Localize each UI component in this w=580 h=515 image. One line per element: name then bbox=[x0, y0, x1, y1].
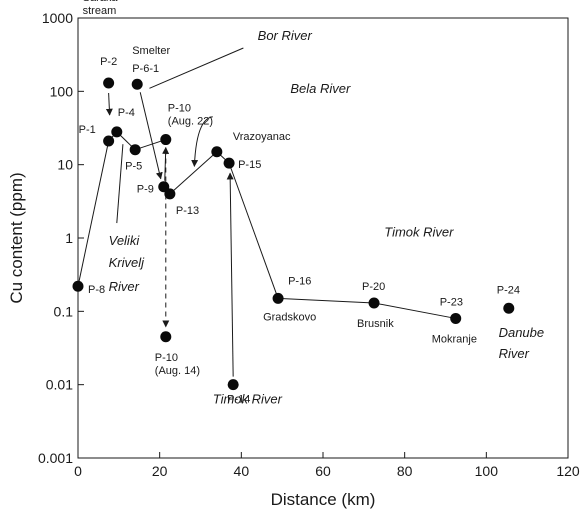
y-tick-label: 1 bbox=[65, 230, 73, 246]
point-label: Vrazoyanac bbox=[233, 131, 291, 143]
point-label: P-15 bbox=[238, 159, 261, 171]
point-label: P-16 bbox=[288, 275, 311, 287]
point-label: P-23 bbox=[440, 296, 463, 308]
point-label: Saraka bbox=[83, 0, 119, 4]
river-annotation: Veliki bbox=[109, 233, 141, 248]
river-annotation: Krivelj bbox=[109, 255, 146, 270]
y-axis-title: Cu content (ppm) bbox=[7, 172, 26, 303]
connector-line bbox=[77, 140, 110, 287]
x-tick-label: 100 bbox=[475, 463, 499, 479]
point-label: P-5 bbox=[125, 161, 142, 173]
data-points bbox=[72, 77, 515, 391]
data-point-p-2 bbox=[103, 77, 115, 89]
point-label: P-20 bbox=[362, 281, 385, 293]
river-annotation: Bela River bbox=[290, 81, 351, 96]
y-tick-label: 1000 bbox=[42, 10, 73, 26]
river-annotation: River bbox=[109, 279, 140, 294]
x-tick-label: 80 bbox=[397, 463, 413, 479]
river-annotation: Timok River bbox=[384, 224, 454, 239]
point-label: Brusnik bbox=[357, 318, 394, 330]
point-label: P-10 bbox=[168, 103, 191, 115]
bor-river-leader bbox=[149, 47, 244, 89]
bela-river-arrow bbox=[191, 116, 213, 167]
y-tick-label: 0.1 bbox=[54, 303, 74, 319]
point-label: P-24 bbox=[497, 284, 520, 296]
point-label: P-6-1 bbox=[132, 63, 159, 75]
x-tick-label: 0 bbox=[74, 463, 82, 479]
river-annotation: Danube bbox=[499, 325, 545, 340]
data-point-p-24 bbox=[503, 302, 515, 314]
y-tick-label: 0.001 bbox=[38, 450, 73, 466]
point-label: P-1 bbox=[79, 124, 96, 136]
river-annotation: Timok River bbox=[213, 392, 283, 407]
x-tick-label: 120 bbox=[556, 463, 580, 479]
saraka-arrow bbox=[105, 92, 113, 116]
veliki-krivelj-leader bbox=[116, 144, 124, 224]
x-axis-title: Distance (km) bbox=[271, 490, 376, 509]
point-label: Mokranje bbox=[432, 333, 477, 345]
connector-line bbox=[169, 151, 218, 195]
x-tick-label: 20 bbox=[152, 463, 168, 479]
connector-line bbox=[373, 302, 456, 319]
point-label: P-2 bbox=[100, 56, 117, 68]
data-point-p-4 bbox=[111, 126, 123, 138]
data-point-p-10a bbox=[160, 134, 172, 146]
point-label: (Aug. 22) bbox=[168, 116, 213, 128]
point-labels: P-8 Sarakastream P-2 P-1 P-4 P-5 Smelter P-6-1 P… bbox=[79, 0, 520, 406]
point-label: P-9 bbox=[137, 184, 154, 196]
arrows bbox=[105, 47, 244, 377]
point-label: P-10 bbox=[155, 352, 178, 364]
point-label: stream bbox=[83, 5, 117, 17]
point-label: P-13 bbox=[176, 205, 199, 217]
point-label: Gradskovo bbox=[263, 311, 316, 323]
data-point-p-5 bbox=[129, 144, 141, 156]
p9-up-arrow bbox=[162, 146, 170, 181]
data-point-p-15 bbox=[223, 157, 235, 169]
data-point-p-23 bbox=[450, 312, 462, 324]
axis-ticks: 0 20 40 60 80 100 120 0.001 0.01 0.1 1 10 100 1000 bbox=[38, 10, 580, 479]
data-point-p-9 bbox=[158, 181, 170, 193]
y-tick-label: 10 bbox=[57, 157, 73, 173]
y-tick-label: 0.01 bbox=[46, 377, 73, 393]
data-point-p-16 bbox=[272, 292, 284, 304]
data-point-p-10b bbox=[160, 331, 172, 343]
timok-arrow bbox=[226, 172, 234, 377]
annotations: Bor River Bela River Veliki Krivelj River Tim… bbox=[109, 28, 545, 407]
connector-line bbox=[228, 162, 279, 299]
point-label: (Aug. 14) bbox=[155, 365, 200, 377]
data-point-p-14 bbox=[227, 379, 239, 391]
connector-line bbox=[278, 297, 375, 304]
data-point-vrazoyanac bbox=[211, 146, 223, 158]
y-tick-label: 100 bbox=[50, 83, 74, 99]
x-tick-label: 40 bbox=[234, 463, 250, 479]
smelter-arrow bbox=[139, 92, 163, 180]
point-label: P-14 bbox=[227, 394, 250, 406]
point-label: P-4 bbox=[118, 107, 135, 119]
data-point-p-8 bbox=[72, 280, 84, 292]
river-annotation: River bbox=[499, 346, 530, 361]
data-point-p-6-1 bbox=[131, 78, 143, 90]
data-point-p-1 bbox=[103, 135, 115, 147]
point-label: P-8 bbox=[88, 284, 105, 296]
river-annotation: Bor River bbox=[258, 28, 313, 43]
x-tick-label: 60 bbox=[315, 463, 331, 479]
point-label: Smelter bbox=[132, 45, 170, 57]
data-point-p-13 bbox=[164, 188, 176, 200]
data-point-p-20 bbox=[368, 297, 380, 309]
